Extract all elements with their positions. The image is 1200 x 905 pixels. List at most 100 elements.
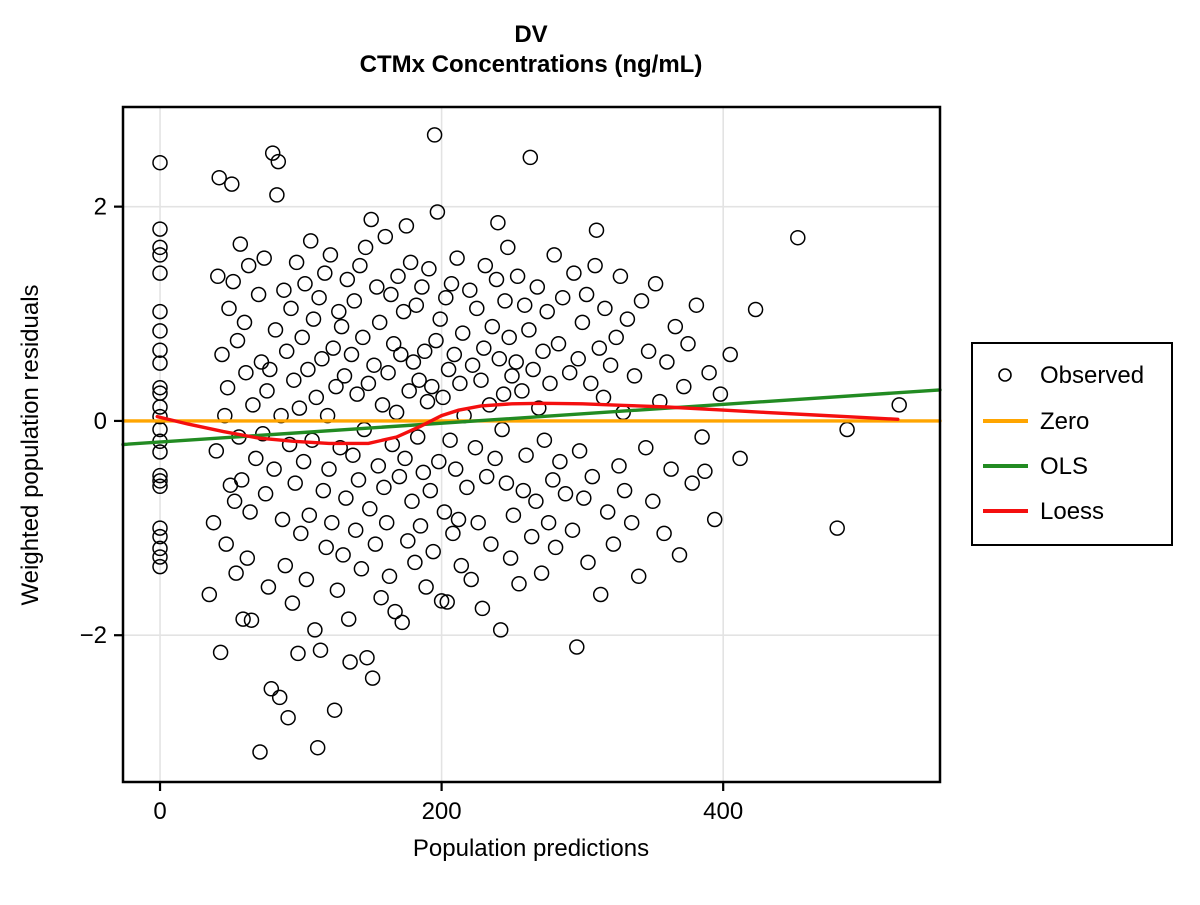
scatter-point: [498, 475, 515, 491]
scatter-point: [483, 536, 499, 552]
scatter-point: [518, 447, 534, 463]
scatter-point: [525, 361, 541, 378]
scatter-point: [332, 439, 348, 456]
scatter-point: [583, 375, 599, 392]
scatter-point: [219, 379, 236, 396]
scatter-point: [329, 582, 346, 598]
scatter-point: [366, 357, 382, 373]
scatter-point: [597, 300, 613, 317]
scatter-point: [232, 236, 249, 252]
scatter-point: [252, 744, 268, 760]
scatter-point: [345, 447, 361, 463]
scatter-point: [439, 594, 455, 610]
scatter-point: [238, 364, 254, 381]
scatter-point: [152, 303, 168, 320]
scatter-point: [152, 467, 168, 484]
scatter-point: [591, 340, 608, 356]
scatter-point: [446, 346, 463, 363]
scatter-point: [431, 453, 447, 470]
scatter-point: [236, 314, 253, 331]
scatter-point: [588, 222, 605, 238]
scatter-point: [377, 228, 394, 245]
scatter-point: [309, 739, 326, 756]
scatter-point: [440, 361, 457, 378]
scatter-point: [504, 368, 520, 384]
scatter-point: [152, 221, 168, 237]
scatter-point: [294, 329, 310, 346]
scatter-point: [378, 514, 395, 531]
scatter-point: [550, 336, 567, 352]
scatter-point: [405, 354, 422, 370]
scatter-point: [291, 400, 308, 416]
legend-item-ols: OLS: [983, 453, 1088, 480]
scatter-point: [469, 300, 485, 317]
scatter-point: [790, 229, 806, 246]
scatter-point: [245, 397, 261, 413]
scatter-point: [357, 239, 374, 256]
scatter-point: [229, 332, 246, 349]
scatter-point: [287, 475, 303, 491]
scatter-point: [221, 300, 237, 317]
scatter-point: [732, 450, 748, 467]
scatter-point: [569, 639, 585, 655]
scatter-point: [228, 565, 244, 581]
scatter-point: [659, 354, 675, 370]
scatter-point: [412, 518, 429, 534]
scatter-point: [443, 276, 460, 292]
scatter-point: [152, 379, 168, 396]
scatter-point: [318, 539, 334, 556]
scatter-point: [393, 346, 409, 363]
scatter-point: [584, 468, 601, 485]
y-tick-label: −2: [80, 622, 107, 649]
scatter-point: [343, 346, 360, 363]
scatter-point: [242, 504, 258, 520]
scatter-point: [561, 364, 578, 381]
scatter-point: [226, 493, 243, 510]
scatter-point: [259, 383, 275, 399]
scatter-point: [445, 525, 461, 542]
scatter-point: [619, 311, 636, 327]
scatter-point: [571, 443, 588, 459]
scatter-point: [570, 351, 586, 367]
scatter-point: [391, 468, 408, 485]
scatter-point: [449, 250, 465, 266]
scatter-point: [536, 432, 553, 448]
scatter-point: [697, 463, 713, 480]
legend-item-zero: Zero: [983, 408, 1089, 435]
scatter-point: [152, 549, 168, 565]
scatter-point: [363, 211, 379, 228]
scatter-point: [701, 364, 717, 381]
scatter-point: [706, 511, 723, 528]
scatter-point: [839, 421, 855, 438]
scatter-point: [491, 351, 508, 367]
scatter-point: [270, 153, 287, 170]
scatter-point: [210, 268, 226, 285]
scatter-point: [321, 461, 337, 477]
x-axis-title: Population predictions: [413, 835, 649, 862]
scatter-point: [152, 528, 168, 545]
scatter-point: [317, 265, 333, 281]
scatter-point: [319, 407, 336, 424]
scatter-point: [374, 397, 391, 413]
scatter-point: [587, 257, 603, 274]
legend-label-ols: OLS: [1040, 453, 1088, 480]
line-loess: [155, 401, 900, 446]
scatter-point: [273, 407, 289, 424]
scatter-point: [663, 461, 679, 477]
scatter-point: [418, 579, 434, 595]
scatter-point: [240, 257, 257, 274]
scatter-point: [360, 375, 377, 392]
scatter-point: [722, 346, 738, 363]
scatter-point: [542, 375, 558, 392]
scatter-point: [684, 475, 700, 491]
scatter-point: [829, 520, 845, 536]
scatter-point: [271, 689, 288, 706]
scatter-point: [305, 311, 322, 327]
scatter-point: [626, 368, 643, 384]
scatter-point: [314, 351, 330, 367]
scatter-point: [152, 558, 168, 575]
scatter-point: [633, 293, 650, 309]
scatter-point: [478, 468, 495, 485]
scatter-point: [605, 536, 622, 552]
scatter-point: [688, 297, 705, 313]
